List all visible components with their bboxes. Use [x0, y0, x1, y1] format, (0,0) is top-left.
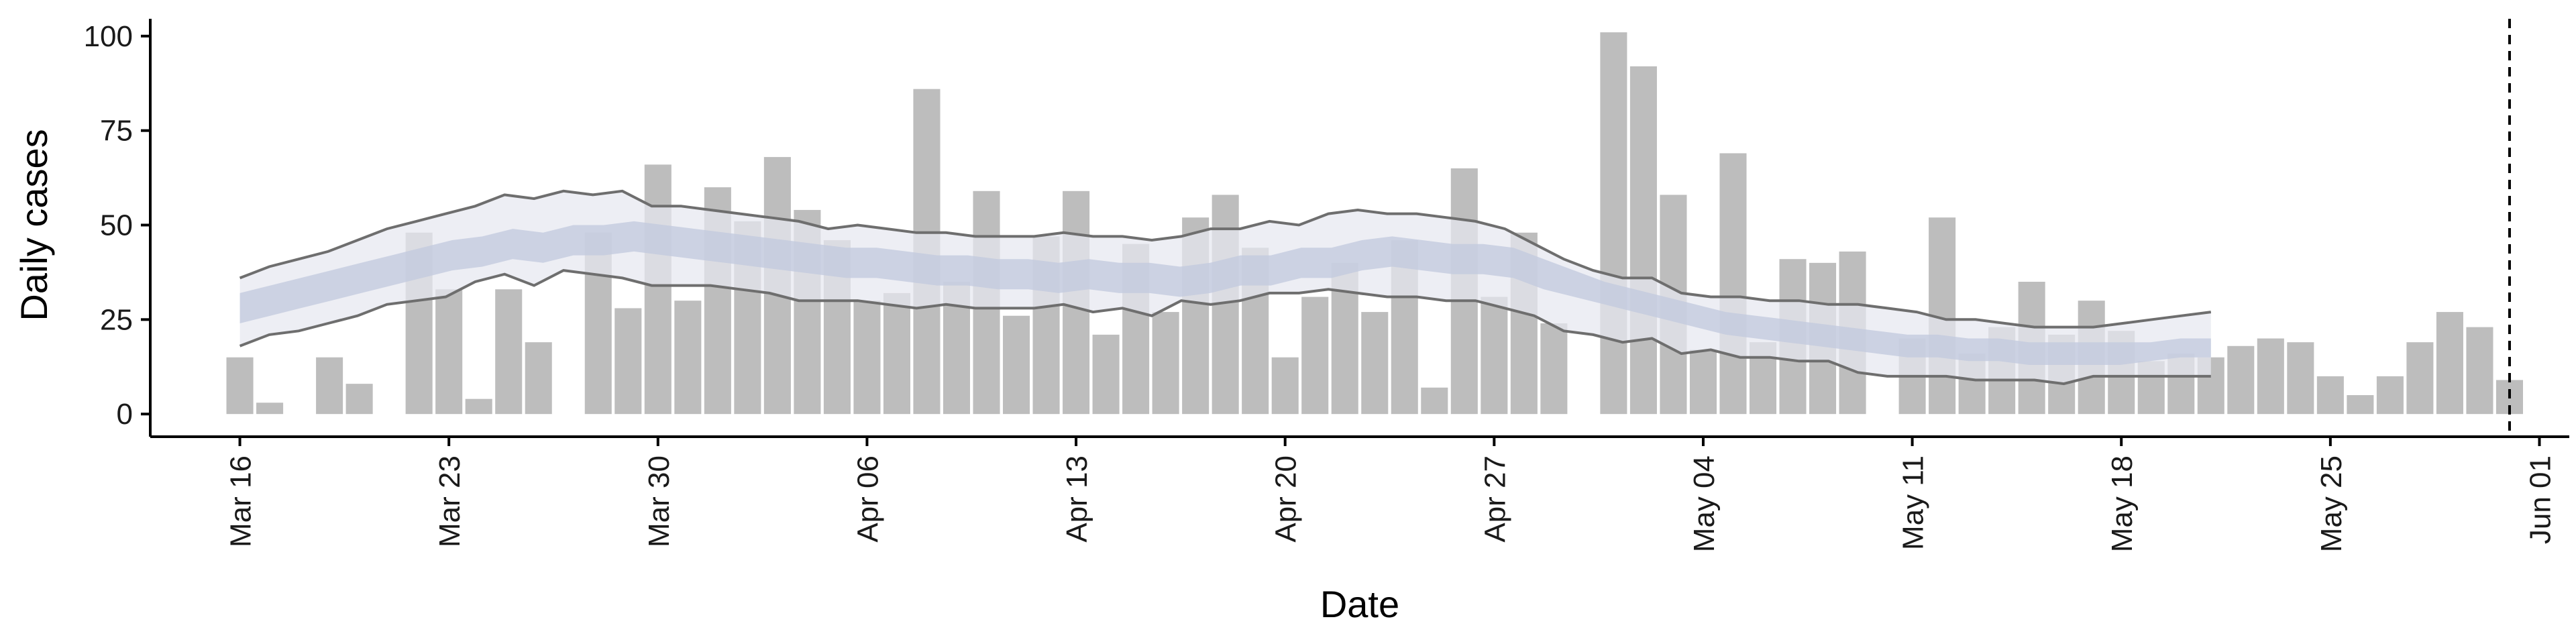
x-tick-label: Jun 01: [2524, 455, 2557, 544]
bar: [2406, 342, 2434, 415]
bar: [853, 301, 881, 415]
y-axis-title: Daily cases: [13, 129, 55, 321]
bar: [1003, 315, 1030, 415]
x-axis-title: Date: [1320, 583, 1399, 625]
x-axis-ticks: Mar 16 Mar 23 Mar 30 Apr 06 Apr 13 Apr 20 Apr …: [225, 437, 2557, 552]
x-tick-label: May 25: [2315, 455, 2348, 552]
bar: [644, 164, 672, 415]
bar: [256, 402, 284, 415]
x-tick-label: Apr 20: [1270, 455, 1303, 543]
bar: [1301, 297, 1329, 415]
bar: [674, 301, 702, 415]
bar: [1719, 153, 1747, 415]
x-tick-label: Apr 06: [851, 455, 884, 543]
x-tick-label: May 11: [1897, 455, 1930, 550]
bar: [435, 289, 463, 415]
bar: [1421, 387, 1448, 415]
bar: [2466, 327, 2493, 415]
bar: [2257, 338, 2284, 415]
x-tick-label: Mar 30: [643, 455, 676, 547]
bar: [614, 308, 642, 415]
bar: [1600, 32, 1627, 415]
bar: [1152, 312, 1179, 415]
inner-ci-band: [239, 221, 2211, 365]
x-tick-label: May 04: [1688, 455, 1721, 552]
bar: [495, 289, 523, 415]
bar: [1629, 66, 1657, 415]
lower-bound-line: [239, 269, 2211, 386]
bar: [1092, 334, 1120, 415]
bar: [1481, 297, 1508, 415]
bar: [316, 357, 343, 415]
upper-bound-line: [239, 189, 2212, 329]
bar: [1540, 323, 1568, 415]
x-tick-label: Apr 27: [1479, 455, 1511, 543]
bar: [2376, 376, 2404, 415]
bar: [345, 384, 373, 415]
y-tick-label: 100: [84, 20, 133, 53]
x-tick-label: Mar 23: [433, 455, 466, 547]
bar: [2347, 395, 2374, 415]
x-tick-label: Mar 16: [225, 455, 258, 547]
y-tick-label: 25: [100, 303, 133, 336]
axes-layer: [149, 19, 2569, 438]
bar: [226, 357, 254, 415]
bar: [1361, 312, 1389, 415]
bar: [525, 342, 552, 415]
y-tick-label: 0: [117, 398, 133, 431]
x-tick-label: Apr 13: [1061, 455, 1093, 543]
y-tick-label: 50: [100, 209, 133, 242]
y-tick-label: 75: [100, 115, 133, 148]
bar: [2436, 312, 2463, 415]
bar: [883, 292, 910, 415]
x-tick-label: May 18: [2106, 455, 2139, 552]
y-axis-ticks: 0 25 50 75 100: [84, 20, 150, 431]
bar: [1689, 350, 1717, 415]
bar: [2316, 376, 2344, 415]
bar: [2287, 342, 2314, 415]
bar: [1271, 357, 1299, 415]
bar: [465, 398, 492, 415]
bar: [2227, 345, 2255, 415]
ci-band-layer: [239, 189, 2212, 386]
